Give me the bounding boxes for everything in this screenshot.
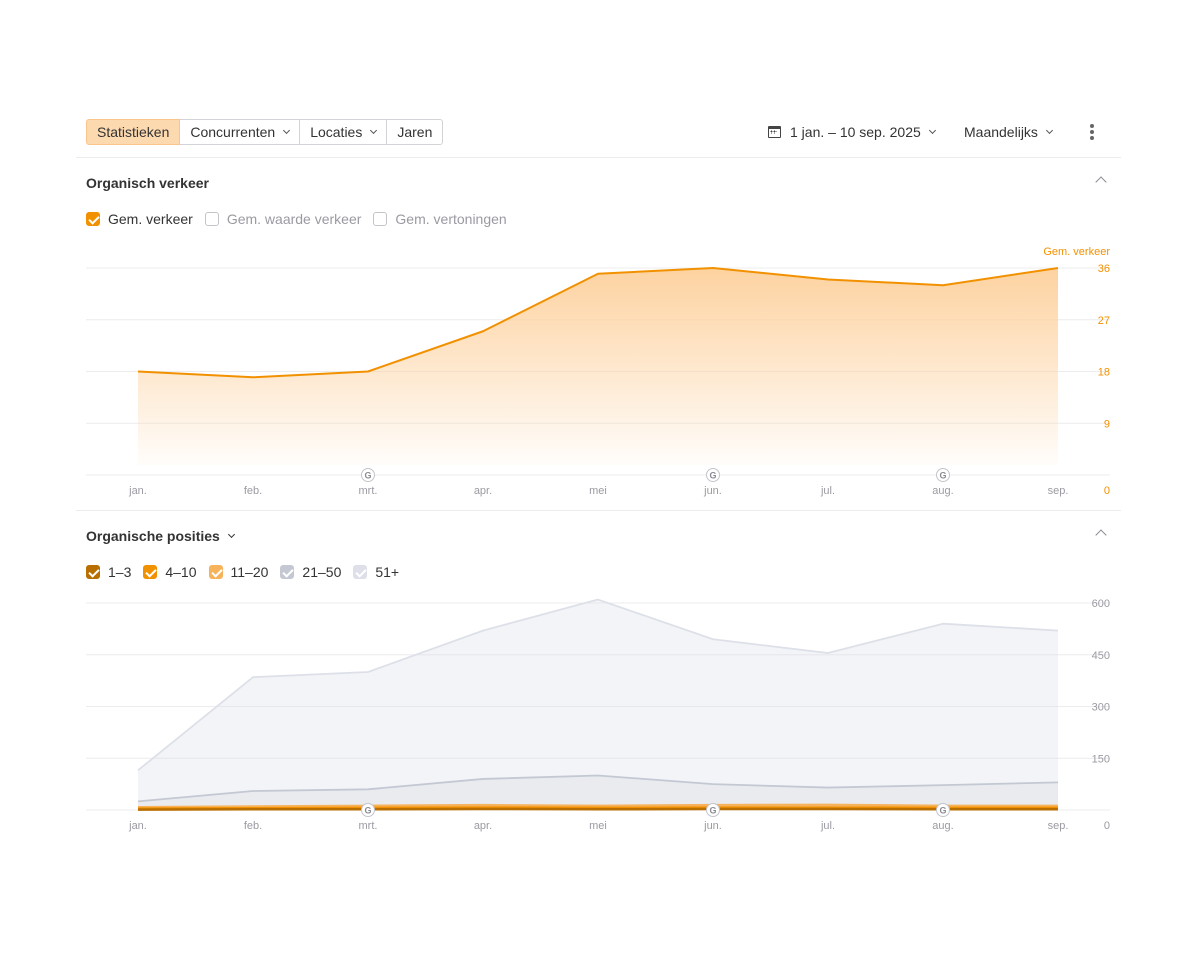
series-line [137,803,1058,809]
traffic-legend: Gem. verkeer Gem. waarde verkeer Gem. ve… [86,211,519,227]
tab-locaties[interactable]: Locaties [299,119,388,145]
checkbox-checked-icon[interactable] [86,565,100,579]
legend-gem-verkeer[interactable]: Gem. verkeer [86,211,193,227]
y-tick-label: 9 [1104,418,1110,430]
checkbox-checked-icon[interactable] [86,212,100,226]
y-tick-label: 18 [1098,367,1110,379]
traffic-section-title: Organisch verkeer [86,175,209,191]
legend-label: 21–50 [302,564,342,580]
svg-text:G: G [709,806,716,816]
legend-label: Gem. verkeer [108,211,193,227]
x-tick-label: apr. [474,485,492,497]
legend-pos-11-20[interactable]: 11–20 [208,564,269,580]
x-tick-label: mei [589,485,607,497]
x-tick-label: aug. [932,820,953,832]
tab-statistieken[interactable]: Statistieken [86,119,181,145]
legend-pos-4-10[interactable]: 4–10 [143,564,197,580]
y-tick-label: 600 [1092,598,1110,610]
x-tick-label: jun. [703,485,722,497]
x-tick-label: jul. [820,820,835,832]
x-tick-label: jul. [820,485,835,497]
x-tick-label: mrt. [359,820,378,832]
legend-label: Gem. waarde verkeer [226,211,362,227]
y-tick-label: 27 [1098,315,1110,327]
svg-text:G: G [364,471,371,481]
tab-jaren[interactable]: Jaren [386,119,444,145]
y-tick-label: 450 [1092,650,1110,662]
checkbox-checked-icon[interactable] [280,565,295,579]
x-tick-label: aug. [932,485,953,497]
series-line [137,774,1059,803]
legend-label: 51+ [375,564,400,580]
legend-pos-51-plus[interactable]: 51+ [353,564,399,580]
toolbar: Statistieken Concurrenten Locaties Jaren… [86,119,1110,145]
y-tick-label: 150 [1092,753,1110,765]
x-tick-label: sep. [1048,485,1069,497]
x-tick-label: feb. [244,820,262,832]
svg-text:G: G [939,471,946,481]
series-line [137,807,1058,811]
tab-label: Locaties [310,124,363,140]
legend-label: Gem. vertoningen [395,211,507,227]
period-label: Maandelijks [964,124,1038,140]
view-tabs: Statistieken Concurrenten Locaties Jaren [86,119,444,145]
tab-label: Statistieken [97,124,170,140]
series-area [138,599,1058,810]
positions-legend: 1–3 4–10 11–20 21–50 51+ [86,564,411,580]
checkbox-checked-icon[interactable] [353,565,368,579]
y-tick-label: 300 [1092,702,1110,714]
divider [76,157,1121,158]
series-line [137,598,1059,772]
svg-text:G: G [364,806,371,816]
legend-gem-waarde-verkeer[interactable]: Gem. waarde verkeer [204,211,362,227]
section-title-text: Organische posities [86,528,220,544]
x-tick-label: mrt. [359,485,378,497]
x-tick-label: sep. [1048,820,1069,832]
legend-pos-1-3[interactable]: 1–3 [86,564,131,580]
divider [76,510,1121,511]
positions-section-title[interactable]: Organische posities [86,528,235,544]
y-axis-label: Gem. verkeer [1043,246,1110,258]
legend-pos-21-50[interactable]: 21–50 [280,564,341,580]
legend-label: 1–3 [108,564,132,580]
legend-label: 4–10 [165,564,197,580]
date-range-label: 1 jan. – 10 sep. 2025 [790,124,921,140]
date-range-picker[interactable]: 1 jan. – 10 sep. 2025 [768,119,936,145]
checkbox-checked-icon[interactable] [208,565,223,579]
y-tick-label: 0 [1104,820,1110,832]
svg-text:G: G [709,471,716,481]
x-tick-label: jan. [128,485,147,497]
legend-label: 11–20 [230,564,269,580]
tab-label: Concurrenten [190,124,276,140]
legend-gem-vertoningen[interactable]: Gem. vertoningen [373,211,507,227]
x-tick-label: apr. [474,820,492,832]
google-update-icon: G [361,803,375,817]
tab-label: Jaren [397,124,433,140]
google-update-icon: G [706,468,720,482]
series-area [138,775,1058,810]
checkbox-unchecked-icon[interactable] [373,212,388,226]
google-update-icon: G [936,803,950,817]
google-update-icon: G [706,803,720,817]
more-vertical-icon[interactable] [1086,122,1098,142]
x-tick-label: jan. [128,820,147,832]
y-tick-label: 0 [1104,485,1110,497]
y-tick-label: 36 [1098,263,1110,275]
checkbox-checked-icon[interactable] [143,565,158,579]
checkbox-unchecked-icon[interactable] [204,212,219,226]
x-tick-label: jun. [703,820,722,832]
series-line [137,267,1059,379]
google-update-icon: G [936,468,950,482]
calendar-icon [768,126,781,138]
series-area [138,268,1058,465]
period-select[interactable]: Maandelijks [964,119,1053,145]
google-update-icon: G [361,468,375,482]
section-title-text: Organisch verkeer [86,175,209,191]
x-tick-label: feb. [244,485,262,497]
svg-text:G: G [939,806,946,816]
x-tick-label: mei [589,820,607,832]
